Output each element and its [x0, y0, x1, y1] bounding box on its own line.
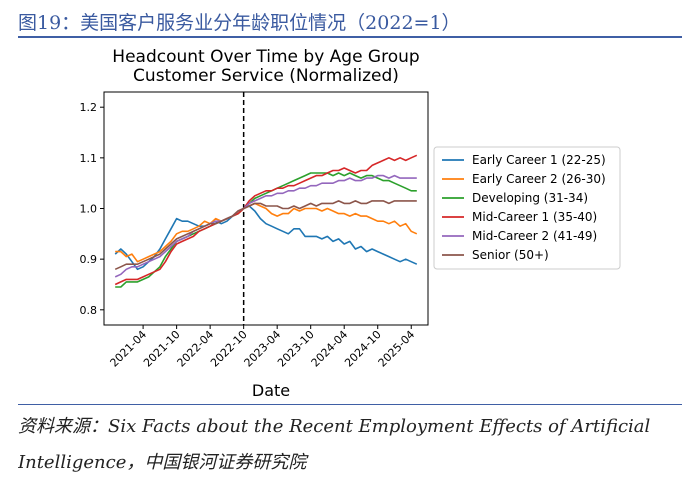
series-line-mid-career-1-35-40 [114, 154, 418, 286]
figure-title: 图19：美国客户服务业分年龄职位情况（2022=1） [18, 12, 461, 34]
x-tick-label: 2025-04 [376, 328, 418, 370]
series-line-early-career-1-22-25 [114, 205, 418, 271]
chart-title: Headcount Over Time by Age Group [112, 47, 419, 67]
legend-label: Developing (31-34) [472, 191, 588, 205]
legend-label: Senior (50+) [472, 248, 549, 262]
series-line-senior-50 [114, 200, 417, 271]
x-axis-label: Date [252, 381, 290, 400]
chart-subtitle: Customer Service (Normalized) [133, 66, 399, 86]
y-tick-label: 1.1 [80, 152, 98, 165]
series-line-developing-31-34 [115, 172, 417, 288]
legend-label: Mid-Career 1 (35-40) [472, 210, 597, 224]
y-tick-label: 0.8 [80, 304, 98, 317]
chart-container: Headcount Over Time by Age Group Customer… [0, 40, 700, 400]
y-tick-label: 0.9 [80, 253, 98, 266]
legend-label: Early Career 2 (26-30) [472, 172, 606, 186]
legend-label: Early Career 1 (22-25) [472, 153, 606, 167]
figure-header: 图19：美国客户服务业分年龄职位情况（2022=1） [18, 6, 682, 38]
divider [18, 404, 682, 405]
source-line-2: Intelligence，中国银河证券研究院 [18, 452, 307, 473]
source-line-1: 资料来源：Six Facts about the Recent Employme… [18, 416, 651, 437]
series-line-early-career-2-26-30 [115, 202, 418, 263]
legend-box [433, 146, 621, 270]
line-chart: Headcount Over Time by Age GroupCustomer… [80, 47, 621, 400]
y-tick-label: 1.0 [80, 203, 98, 216]
series-line-mid-career-2-41-49 [114, 174, 417, 278]
y-tick-label: 1.2 [80, 101, 98, 114]
legend-label: Mid-Career 2 (41-49) [472, 229, 597, 243]
